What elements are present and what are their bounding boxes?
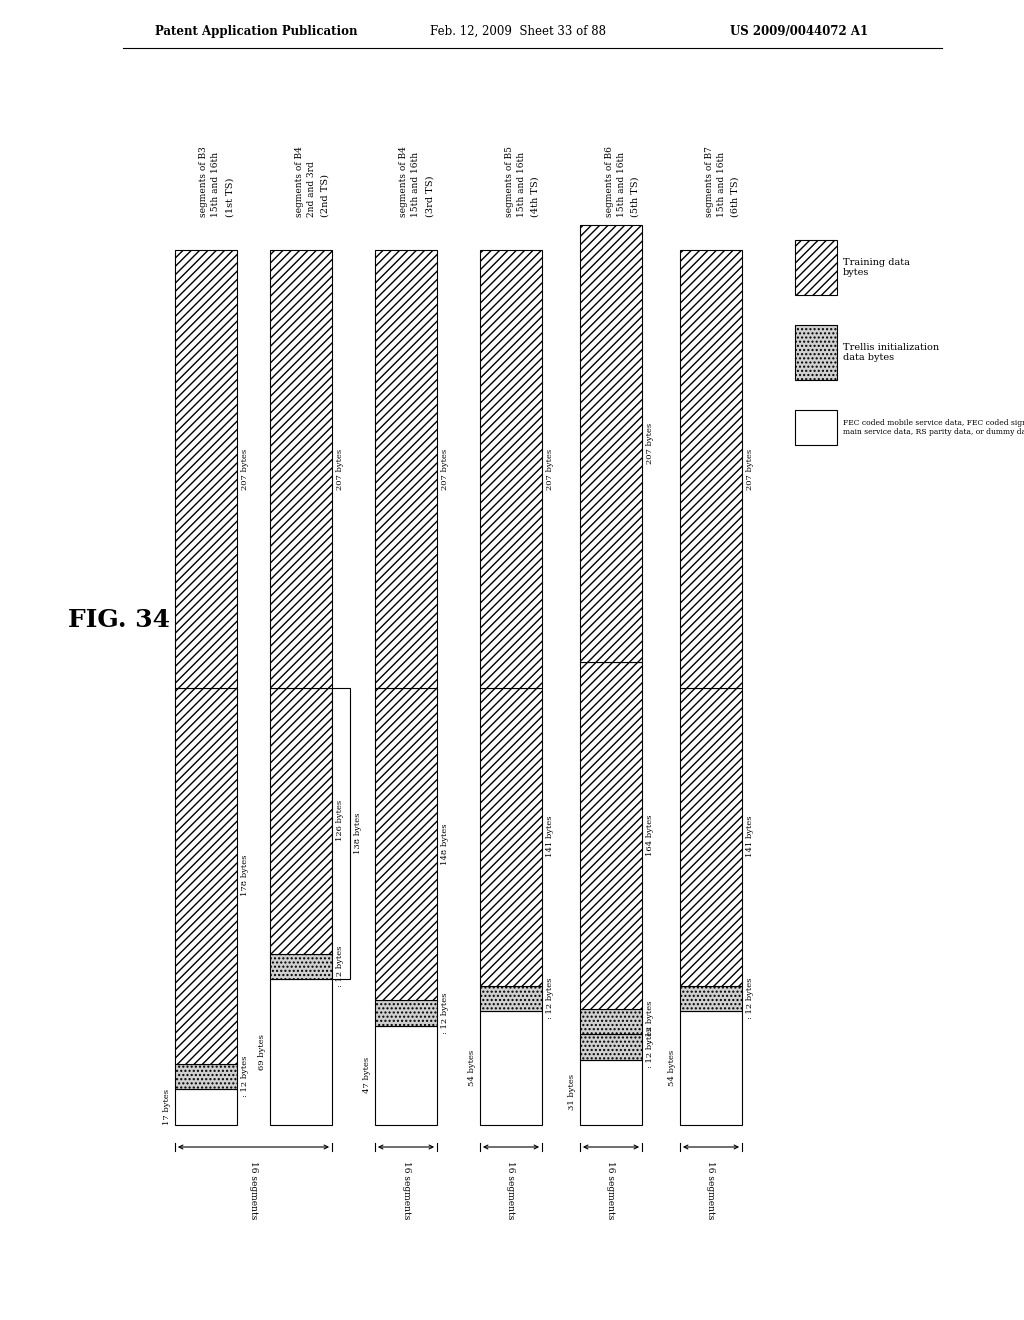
Bar	[480, 688, 542, 986]
Text: 207 bytes: 207 bytes	[746, 449, 754, 490]
Bar	[270, 954, 332, 979]
Text: 2nd and 3rd: 2nd and 3rd	[306, 161, 315, 216]
Text: 141 bytes: 141 bytes	[546, 816, 554, 858]
Text: 207 bytes: 207 bytes	[646, 424, 654, 465]
Text: Feb. 12, 2009  Sheet 33 of 88: Feb. 12, 2009 Sheet 33 of 88	[430, 25, 606, 38]
Text: (4th TS): (4th TS)	[530, 177, 540, 216]
Text: 15th and 16th: 15th and 16th	[616, 152, 626, 216]
Bar	[795, 240, 837, 294]
Text: : 12 bytes: : 12 bytes	[746, 978, 754, 1019]
Text: (3rd TS): (3rd TS)	[426, 176, 434, 216]
Text: (5th TS): (5th TS)	[631, 177, 640, 216]
Text: segments of B6: segments of B6	[604, 147, 613, 216]
Bar	[375, 251, 437, 688]
Bar	[175, 251, 237, 688]
Text: 207 bytes: 207 bytes	[241, 449, 249, 490]
Bar	[580, 1008, 642, 1034]
Text: 47 bytes: 47 bytes	[362, 1057, 371, 1093]
Text: 69 bytes: 69 bytes	[258, 1034, 266, 1071]
Text: segments of B3: segments of B3	[200, 147, 209, 216]
Text: 207 bytes: 207 bytes	[336, 449, 344, 490]
Text: 16 segments: 16 segments	[401, 1162, 411, 1220]
Bar	[680, 986, 742, 1011]
Bar	[375, 1001, 437, 1026]
Text: 126 bytes: 126 bytes	[336, 800, 344, 841]
Text: 17 bytes: 17 bytes	[163, 1089, 171, 1125]
Text: : 12 bytes: : 12 bytes	[241, 1056, 249, 1097]
Text: : 12 bytes: : 12 bytes	[441, 993, 449, 1034]
Text: segments of B4: segments of B4	[399, 147, 409, 216]
Text: 54 bytes: 54 bytes	[668, 1049, 676, 1086]
Text: : 12 bytes: : 12 bytes	[546, 978, 554, 1019]
Text: 207 bytes: 207 bytes	[546, 449, 554, 490]
Bar	[795, 411, 837, 445]
Text: 16 segments: 16 segments	[707, 1162, 716, 1220]
Text: (6th TS): (6th TS)	[730, 177, 739, 216]
Text: 207 bytes: 207 bytes	[441, 449, 449, 490]
Text: 15th and 16th: 15th and 16th	[412, 152, 421, 216]
Bar	[680, 688, 742, 986]
Bar	[580, 1060, 642, 1125]
Text: (2nd TS): (2nd TS)	[321, 174, 330, 216]
Bar	[270, 251, 332, 688]
Bar	[480, 1011, 542, 1125]
Bar	[375, 688, 437, 1001]
Text: 141 bytes: 141 bytes	[746, 816, 754, 858]
Text: Patent Application Publication: Patent Application Publication	[155, 25, 357, 38]
Bar	[580, 224, 642, 663]
Bar	[680, 251, 742, 688]
Text: (1st TS): (1st TS)	[225, 178, 234, 216]
Bar	[480, 251, 542, 688]
Text: : 12 bytes: : 12 bytes	[646, 1026, 654, 1068]
Text: 164 bytes: 164 bytes	[646, 814, 654, 857]
Bar	[580, 663, 642, 1008]
Text: FIG. 34: FIG. 34	[68, 609, 170, 632]
Text: 16 segments: 16 segments	[249, 1162, 258, 1220]
Text: segments of B5: segments of B5	[505, 147, 513, 216]
Text: FEC coded mobile service data, FEC coded signaling data,
main service data, RS p: FEC coded mobile service data, FEC coded…	[843, 418, 1024, 436]
Bar	[680, 1011, 742, 1125]
Bar	[580, 1034, 642, 1060]
Text: Training data
bytes: Training data bytes	[843, 257, 910, 277]
Bar	[332, 688, 350, 979]
Bar	[175, 688, 237, 1064]
Text: 15th and 16th: 15th and 16th	[212, 152, 220, 216]
Bar	[270, 688, 332, 954]
Text: 15th and 16th: 15th and 16th	[516, 152, 525, 216]
Text: 16 segments: 16 segments	[507, 1162, 515, 1220]
Text: 138 bytes: 138 bytes	[354, 813, 362, 854]
Text: 54 bytes: 54 bytes	[468, 1049, 476, 1086]
Text: segments of B4: segments of B4	[295, 147, 303, 216]
Text: 148 bytes: 148 bytes	[441, 824, 449, 865]
Text: 16 segments: 16 segments	[606, 1162, 615, 1220]
Bar	[175, 1089, 237, 1125]
Text: 31 bytes: 31 bytes	[568, 1074, 575, 1110]
Text: 15th and 16th: 15th and 16th	[717, 152, 725, 216]
Text: 178 bytes: 178 bytes	[241, 855, 249, 896]
Text: : 12 bytes: : 12 bytes	[336, 946, 344, 987]
Bar	[175, 1064, 237, 1089]
Bar	[270, 979, 332, 1125]
Bar	[795, 325, 837, 380]
Text: segments of B7: segments of B7	[705, 147, 714, 216]
Text: : 12 bytes: : 12 bytes	[646, 1001, 654, 1043]
Bar	[480, 986, 542, 1011]
Text: Trellis initialization
data bytes: Trellis initialization data bytes	[843, 343, 939, 362]
Text: US 2009/0044072 A1: US 2009/0044072 A1	[730, 25, 868, 38]
Bar	[375, 1026, 437, 1125]
